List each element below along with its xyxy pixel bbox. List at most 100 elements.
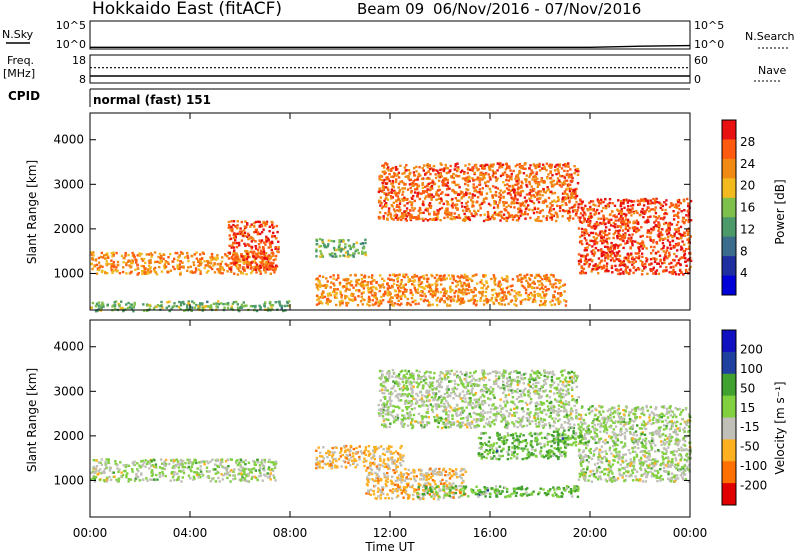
heatmap-cell (270, 261, 273, 264)
heatmap-cell (374, 301, 377, 304)
heatmap-cell (396, 280, 400, 283)
heatmap-cell (388, 301, 392, 304)
heatmap-cell (593, 213, 596, 216)
heatmap-cell (653, 245, 656, 249)
heatmap-cell (271, 234, 274, 238)
heatmap-cell (458, 199, 461, 202)
heatmap-cell (427, 176, 430, 180)
heatmap-cell (542, 302, 545, 306)
heatmap-cell (315, 303, 319, 306)
heatmap-cell (569, 187, 572, 191)
heatmap-cell (450, 211, 453, 215)
heatmap-cell (641, 255, 644, 258)
heatmap-cell (633, 226, 637, 229)
heatmap-cell (576, 168, 579, 171)
heatmap-cell (258, 469, 261, 472)
heatmap-cell (272, 262, 275, 265)
heatmap-cell (263, 473, 266, 476)
heatmap-cell (657, 222, 661, 225)
heatmap-cell (368, 304, 371, 307)
heatmap-cell (425, 190, 428, 193)
heatmap-cell (227, 224, 231, 227)
heatmap-cell (476, 200, 479, 203)
heatmap-cell (539, 190, 543, 193)
heatmap-cell (667, 235, 670, 239)
heatmap-cell (647, 229, 651, 232)
heatmap-cell (686, 238, 689, 241)
heatmap-cell (449, 285, 452, 288)
heatmap-cell (162, 253, 166, 256)
heatmap-cell (225, 467, 228, 470)
heatmap-cell (613, 259, 616, 263)
heatmap-cell (471, 193, 474, 196)
heatmap-cell (388, 179, 391, 183)
heatmap-cell (459, 299, 462, 302)
heatmap-cell (530, 190, 533, 193)
heatmap-cell (256, 231, 260, 234)
heatmap-cell (178, 300, 181, 304)
heatmap-cell (436, 279, 439, 282)
heatmap-cell (282, 309, 285, 312)
heatmap-cell (460, 275, 463, 279)
heatmap-cell (526, 213, 529, 216)
heatmap-cell (433, 294, 437, 297)
heatmap-cell (471, 422, 474, 425)
heatmap-cell (252, 255, 256, 259)
heatmap-cell (280, 307, 283, 310)
heatmap-cell (498, 280, 501, 283)
heatmap-cell (166, 261, 169, 264)
heatmap-cell (675, 236, 679, 240)
heatmap-cell (670, 223, 674, 226)
heatmap-cell (442, 294, 445, 297)
heatmap-cell (599, 230, 602, 233)
heatmap-cell (161, 306, 164, 309)
heatmap-cell (105, 476, 109, 480)
heatmap-cell (203, 463, 206, 466)
heatmap-cell (645, 208, 649, 212)
heatmap-cell (170, 307, 173, 311)
heatmap-cell (561, 182, 565, 185)
heatmap-cell (558, 418, 561, 421)
heatmap-cell (265, 222, 268, 225)
heatmap-cell (597, 204, 600, 208)
heatmap-cell (246, 260, 249, 263)
heatmap-cell (179, 273, 182, 276)
heatmap-cell (95, 302, 99, 305)
heatmap-cell (528, 278, 532, 281)
heatmap-cell (636, 241, 639, 245)
heatmap-cell (676, 213, 679, 216)
heatmap-cell (380, 202, 383, 205)
heatmap-cell (198, 461, 201, 464)
heatmap-cell (451, 197, 454, 201)
heatmap-cell (535, 171, 539, 174)
heatmap-cell (357, 282, 361, 286)
heatmap-cell (557, 419, 560, 423)
heatmap-cell (149, 478, 152, 481)
heatmap-cell (253, 231, 256, 234)
heatmap-cell (534, 381, 538, 385)
heatmap-cell (455, 191, 458, 194)
heatmap-cell (210, 259, 213, 262)
heatmap-cell (235, 300, 238, 304)
heatmap-cell (230, 265, 233, 269)
heatmap-cell (116, 480, 119, 483)
heatmap-cell (393, 274, 397, 278)
heatmap-cell (175, 458, 178, 461)
heatmap-cell (414, 302, 417, 306)
heatmap-cell (338, 304, 342, 307)
heatmap-cell (574, 197, 577, 200)
heatmap-cell (466, 204, 469, 208)
heatmap-cell (435, 289, 438, 292)
heatmap-cell (533, 286, 536, 290)
heatmap-cell (425, 177, 428, 180)
heatmap-cell (242, 301, 245, 304)
heatmap-cell (443, 177, 446, 180)
heatmap-cell (687, 237, 691, 240)
heatmap-cell (557, 287, 561, 290)
heatmap-cell (577, 260, 581, 263)
heatmap-cell (171, 475, 175, 479)
heatmap-cell (508, 292, 511, 295)
heatmap-cell (421, 190, 425, 193)
heatmap-cell (400, 394, 403, 398)
heatmap-cell (354, 298, 357, 301)
